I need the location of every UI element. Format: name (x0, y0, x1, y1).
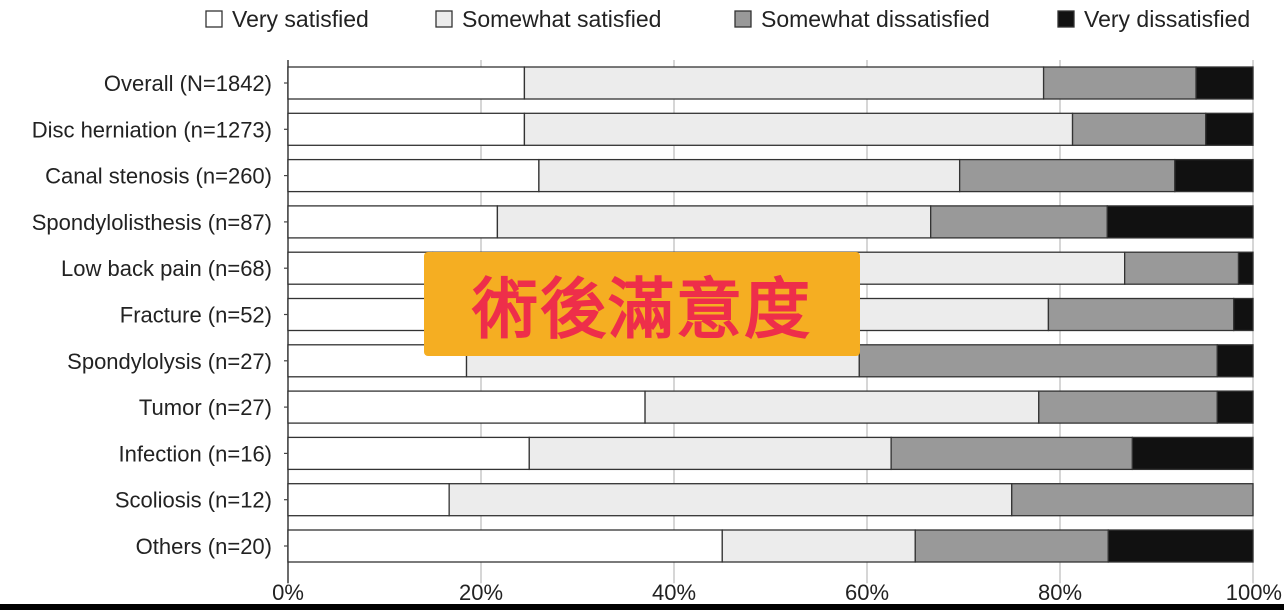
category-label: Infection (n=16) (119, 441, 272, 466)
legend-label: Somewhat dissatisfied (761, 6, 990, 32)
bar-segment-somewhat-dissatisfied (1038, 390, 1218, 424)
bar-segment-somewhat-dissatisfied (930, 205, 1108, 239)
bar-segment-very-satisfied (287, 297, 434, 332)
bar-segment-somewhat-dissatisfied (1071, 112, 1207, 146)
category-label: Spondylolisthesis (n=87) (32, 210, 272, 235)
bar-segment-somewhat-dissatisfied (1011, 483, 1254, 517)
x-tick-label: 0% (272, 580, 304, 604)
category-label: Scoliosis (n=12) (115, 488, 272, 513)
x-tick-label: 80% (1038, 580, 1082, 604)
bar-segment-somewhat-satisfied (523, 66, 1045, 100)
x-tick-label: 60% (845, 580, 889, 604)
bar-segment-somewhat-satisfied (721, 529, 916, 563)
bar-segment-very-satisfied (287, 66, 526, 100)
bar-segment-somewhat-dissatisfied (858, 344, 1218, 378)
bar-segment-very-satisfied (287, 483, 450, 517)
bar-segment-somewhat-satisfied (528, 436, 892, 471)
bar-segment-somewhat-satisfied (538, 158, 961, 193)
bar-segment-very-dissatisfied (1107, 529, 1254, 563)
bar-segment-very-dissatisfied (1216, 390, 1254, 424)
title-overlay-banner: 術後滿意度 (424, 252, 860, 356)
bar-segment-very-satisfied (287, 112, 526, 146)
bar-segment-somewhat-dissatisfied (1124, 251, 1240, 285)
bar-segment-very-dissatisfied (1195, 66, 1254, 100)
x-tick-label: 20% (459, 580, 503, 604)
x-tick-label: 100% (1226, 580, 1282, 604)
bar-segment-somewhat-satisfied (523, 112, 1074, 146)
bar-segment-very-dissatisfied (1106, 205, 1254, 239)
bar-segment-very-dissatisfied (1233, 297, 1254, 332)
bar-segment-very-dissatisfied (1131, 436, 1254, 471)
category-label: Others (n=20) (136, 534, 272, 559)
category-label: Canal stenosis (n=260) (45, 164, 272, 189)
bar-segment-very-satisfied (287, 251, 434, 285)
bar-segment-somewhat-dissatisfied (958, 158, 1176, 193)
bar-segment-very-satisfied (287, 529, 723, 563)
category-label: Spondylolysis (n=27) (67, 349, 272, 374)
bar-segment-somewhat-dissatisfied (1042, 66, 1197, 100)
bar-segment-somewhat-dissatisfied (914, 529, 1109, 563)
legend-swatch (1057, 10, 1075, 28)
category-label: Overall (N=1842) (104, 71, 272, 96)
bar-segment-very-dissatisfied (1216, 344, 1254, 378)
legend: Very satisfied Somewhat satisfied Somewhat… (205, 6, 1250, 32)
bar-segment-somewhat-satisfied (644, 390, 1040, 424)
bar-segment-somewhat-satisfied (448, 483, 1013, 517)
overlay-title: 術後滿意度 (472, 271, 812, 348)
category-label: Low back pain (n=68) (61, 256, 272, 281)
category-label: Disc herniation (n=1273) (32, 117, 272, 142)
bar-segment-somewhat-satisfied (496, 205, 932, 239)
legend-label: Very dissatisfied (1084, 6, 1250, 32)
legend-label: Somewhat satisfied (462, 6, 661, 32)
x-axis-ticks: 0% 20% 40% 60% 80% 100% (272, 580, 1282, 604)
bar-segment-very-satisfied (287, 436, 530, 471)
legend-swatch (205, 10, 223, 28)
bar-segment-very-dissatisfied (1174, 158, 1254, 193)
legend-swatch (435, 10, 453, 28)
x-tick-label: 40% (652, 580, 696, 604)
legend-swatch (734, 10, 752, 28)
bars (284, 66, 1254, 563)
category-labels: Overall (N=1842) Disc herniation (n=1273)… (32, 71, 272, 559)
bar-segment-very-satisfied (287, 158, 540, 193)
bar-segment-somewhat-dissatisfied (1047, 297, 1235, 332)
category-label: Fracture (n=52) (120, 303, 272, 328)
bar-segment-very-satisfied (287, 390, 646, 424)
bar-segment-very-dissatisfied (1237, 251, 1254, 285)
bar-segment-very-dissatisfied (1205, 112, 1254, 146)
legend-label: Very satisfied (232, 6, 369, 32)
bar-segment-very-satisfied (287, 205, 499, 239)
bar-segment-somewhat-dissatisfied (890, 436, 1134, 471)
category-label: Tumor (n=27) (139, 395, 272, 420)
